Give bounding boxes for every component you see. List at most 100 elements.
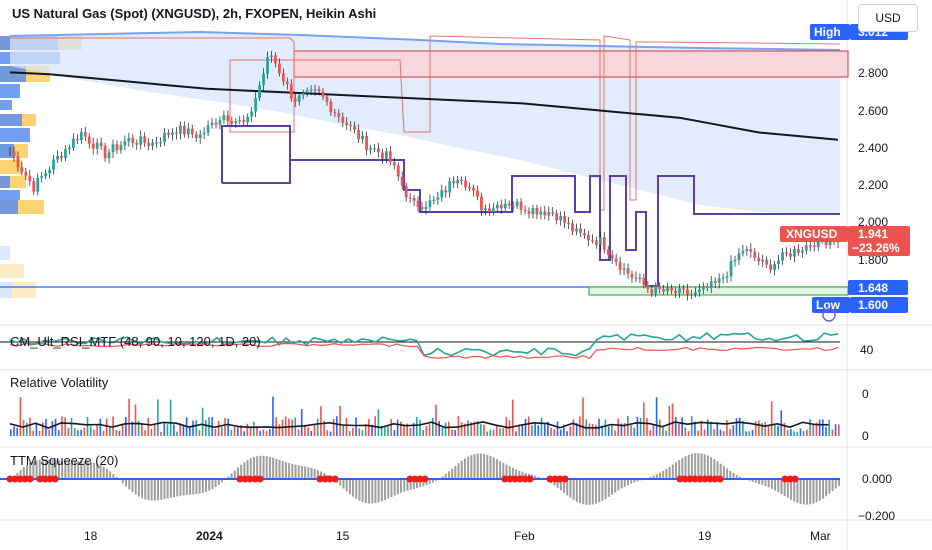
squeeze-bar <box>681 458 684 479</box>
squeeze-bar <box>738 476 741 479</box>
squeeze-bar <box>451 468 454 479</box>
candle-body <box>194 134 198 139</box>
volatility-bar <box>150 428 153 436</box>
candle-body <box>266 57 269 74</box>
volatility-bar <box>620 423 623 436</box>
squeeze-dot <box>41 475 49 483</box>
volatility-bar <box>73 428 76 436</box>
volatility-bar <box>758 420 760 436</box>
x-tick-label: 15 <box>336 529 350 543</box>
volatility-bar <box>176 431 178 436</box>
squeeze-bar <box>815 479 818 503</box>
low-label: Low <box>816 298 841 312</box>
squeeze-bar <box>192 479 195 495</box>
x-tick-label: 2024 <box>196 529 223 543</box>
squeeze-bar <box>348 479 351 495</box>
candle-body <box>313 89 317 91</box>
volatility-bar <box>64 417 66 436</box>
volatility-bar <box>559 429 562 436</box>
candle-body <box>103 145 107 159</box>
squeeze-bar <box>694 453 697 479</box>
volatility-bar <box>262 429 265 436</box>
squeeze-bar <box>697 453 700 479</box>
squeeze-bar <box>719 463 722 479</box>
volatility-bar <box>543 423 546 436</box>
candle-body <box>491 208 495 212</box>
candle-body <box>614 258 618 262</box>
volatility-bar <box>694 421 696 436</box>
squeeze-bar <box>179 479 182 496</box>
volatility-bar <box>198 430 201 436</box>
volatility-bar <box>326 430 329 436</box>
candle-body <box>297 95 301 102</box>
squeeze-bar <box>294 464 297 479</box>
volatility-bar <box>642 402 645 436</box>
candle-body <box>285 81 289 84</box>
squeeze-bar <box>476 453 479 479</box>
candle-body <box>662 288 666 292</box>
squeeze-bar <box>374 479 377 504</box>
volatility-bar <box>690 416 693 436</box>
candle-body <box>563 215 567 223</box>
candle-body <box>333 112 337 114</box>
squeeze-bar <box>89 462 92 479</box>
squeeze-bar <box>572 479 575 500</box>
squeeze-bar <box>185 479 188 496</box>
candle-body <box>559 215 563 221</box>
squeeze-bar <box>825 479 828 497</box>
volume-profile-bar <box>0 200 18 214</box>
squeeze-bar <box>195 479 198 495</box>
currency-button[interactable]: USD <box>858 4 918 32</box>
volatility-bar <box>444 422 447 436</box>
squeeze-bar <box>793 479 796 502</box>
squeeze-bar <box>802 479 805 505</box>
squeeze-bar <box>706 455 709 479</box>
volatility-bar <box>278 424 281 436</box>
volatility-bar <box>364 423 367 436</box>
squeeze-bar <box>818 479 821 501</box>
volatility-bar <box>754 421 757 436</box>
volatility-bar <box>486 431 488 436</box>
squeeze-bar <box>754 479 757 483</box>
volatility-bar <box>179 423 182 436</box>
volatility-bar <box>658 419 661 436</box>
candle-body <box>416 200 420 207</box>
candle-body <box>309 89 313 91</box>
squeeze-dot <box>706 475 714 483</box>
rsi-pane: 40 <box>0 331 874 360</box>
candle-body <box>186 128 190 135</box>
volatility-bar <box>838 424 840 436</box>
candle-body <box>705 286 709 289</box>
volatility-bar <box>761 423 763 436</box>
volatility-bar <box>13 426 15 436</box>
candle-body <box>353 126 357 130</box>
squeeze-bar <box>764 479 767 486</box>
squeeze-bar <box>121 479 124 484</box>
volatility-bar <box>802 430 805 436</box>
squeeze-bar <box>444 473 447 479</box>
low-marker <box>822 308 836 322</box>
volatility-bar <box>745 431 747 436</box>
squeeze-bar <box>684 456 687 479</box>
volatility-y-axis: 0 0 <box>862 387 869 443</box>
volatility-bar <box>681 417 683 436</box>
candle-body <box>317 89 321 92</box>
candle-body <box>590 240 594 242</box>
y-tick-label: 2.200 <box>858 178 888 192</box>
volatility-bar <box>553 429 556 436</box>
squeeze-bar <box>73 461 76 479</box>
squeeze-bar <box>41 459 44 479</box>
volatility-bar <box>137 420 140 436</box>
volatility-bar <box>67 428 70 436</box>
squeeze-bar <box>665 468 668 479</box>
volatility-bar <box>563 424 565 436</box>
squeeze-bar <box>169 479 172 498</box>
candle-body <box>753 251 757 258</box>
candle-body <box>305 90 309 93</box>
squeeze-bar <box>774 479 777 491</box>
squeeze-bar <box>770 479 773 489</box>
candle-body <box>345 122 349 126</box>
volatility-bar <box>671 403 674 436</box>
squeeze-dot <box>501 475 509 483</box>
